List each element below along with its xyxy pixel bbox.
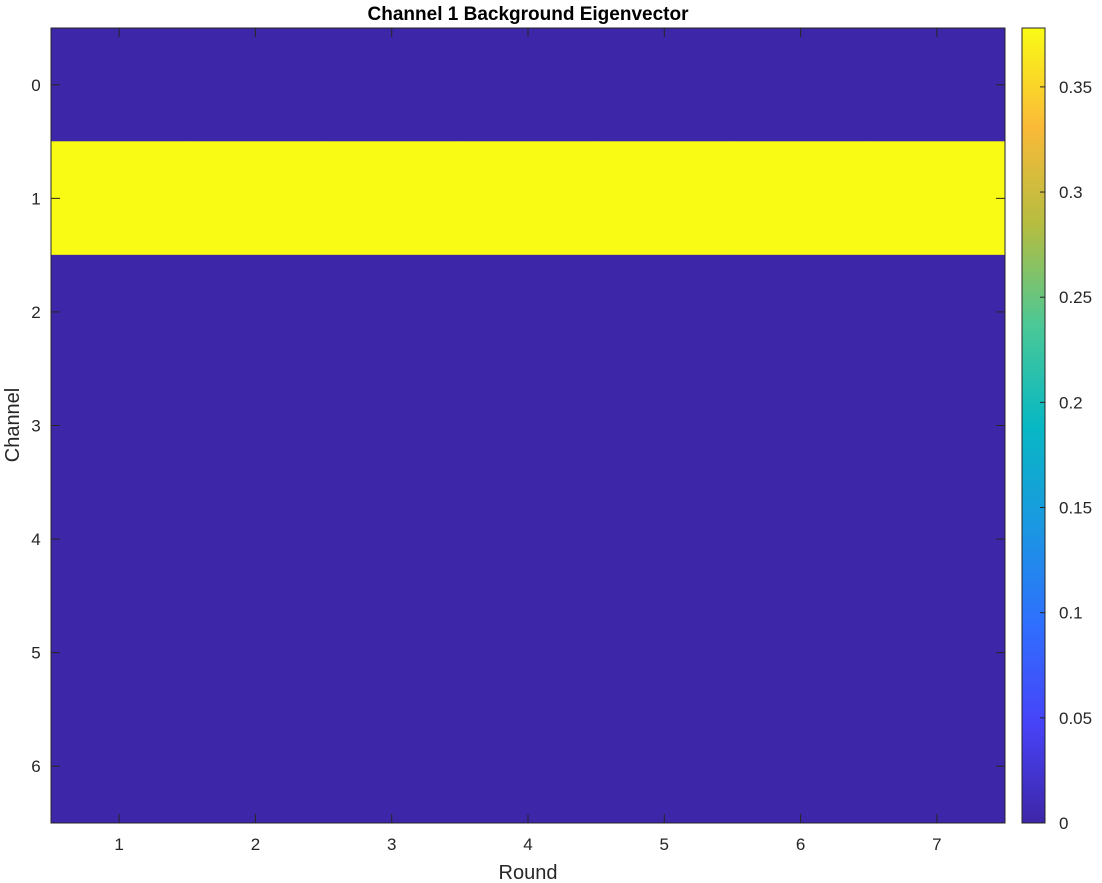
heatmap-cell <box>186 595 324 710</box>
heatmap-cell <box>868 709 1006 824</box>
y-tick-label: 6 <box>31 757 40 776</box>
heatmap-cell <box>50 254 188 370</box>
heatmap-cell <box>323 368 461 483</box>
heatmap-cell <box>323 27 461 142</box>
heatmap-cell <box>732 141 870 256</box>
colorbar-tick-label: 0.2 <box>1059 393 1083 412</box>
heatmap-cell <box>50 368 188 483</box>
heatmap-cell <box>732 27 870 142</box>
heatmap-cell <box>868 254 1006 370</box>
x-tick-label: 7 <box>932 835 941 854</box>
colorbar-tick-label: 0.3 <box>1059 183 1083 202</box>
y-tick-label: 4 <box>31 530 40 549</box>
heatmap-cell <box>595 709 733 824</box>
heatmap-cell <box>732 709 870 824</box>
heatmap-cell <box>50 27 188 142</box>
heatmap-cell <box>595 254 733 370</box>
heatmap-cell <box>732 595 870 710</box>
y-axis-ticks: 0 1 2 3 4 5 6 <box>31 76 1005 776</box>
x-tick-label: 5 <box>660 835 669 854</box>
heatmap-cells <box>50 27 1006 824</box>
heatmap-cell <box>323 141 461 256</box>
y-tick-label: 2 <box>31 303 40 322</box>
heatmap-cell <box>186 141 324 256</box>
x-tick-label: 6 <box>796 835 805 854</box>
heatmap-cell <box>50 595 188 710</box>
colorbar-tick-label: 0.1 <box>1059 604 1083 623</box>
heatmap-cell <box>50 709 188 824</box>
x-tick-label: 2 <box>251 835 260 854</box>
heatmap-cell <box>868 481 1006 597</box>
heatmap-cell <box>595 481 733 597</box>
heatmap-cell <box>459 709 597 824</box>
heatmap-cell <box>868 595 1006 710</box>
heatmap-cell <box>459 141 597 256</box>
heatmap-cell <box>459 481 597 597</box>
heatmap-cell <box>732 368 870 483</box>
colorbar-tick-label: 0 <box>1059 814 1068 833</box>
heatmap-cell <box>595 141 733 256</box>
heatmap-cell <box>459 368 597 483</box>
y-axis-label: Channel <box>2 388 24 463</box>
x-tick-label: 4 <box>523 835 532 854</box>
heatmap-cell <box>732 254 870 370</box>
colorbar <box>1022 28 1045 823</box>
x-tick-label: 3 <box>387 835 396 854</box>
x-tick-label: 1 <box>114 835 123 854</box>
heatmap-cell <box>50 141 188 256</box>
y-tick-label: 3 <box>31 417 40 436</box>
heatmap-cell <box>459 595 597 710</box>
heatmap-cell <box>323 709 461 824</box>
colorbar-tick-label: 0.15 <box>1059 499 1092 518</box>
y-tick-label: 1 <box>31 189 40 208</box>
heatmap-cell <box>186 709 324 824</box>
y-tick-label: 0 <box>31 76 40 95</box>
heatmap-cell <box>868 141 1006 256</box>
heatmap-cell <box>459 27 597 142</box>
heatmap-cell <box>186 27 324 142</box>
colorbar-frame <box>1021 27 1046 824</box>
heatmap-cell <box>459 254 597 370</box>
chart-title: Channel 1 Background Eigenvector <box>368 4 690 25</box>
heatmap-cell <box>868 368 1006 483</box>
colorbar-tick-label: 0.35 <box>1059 78 1092 97</box>
heatmap-cell <box>323 481 461 597</box>
colorbar-tick-label: 0.25 <box>1059 288 1092 307</box>
heatmap-cell <box>186 481 324 597</box>
x-axis-label: Round <box>499 862 558 883</box>
heatmap-cell <box>732 481 870 597</box>
heatmap-cell <box>186 254 324 370</box>
heatmap-cell <box>323 254 461 370</box>
heatmap-cell <box>868 27 1006 142</box>
colorbar-ticks: 0 0.05 0.1 0.15 0.2 0.25 0.3 0.35 <box>1040 78 1092 833</box>
heatmap-cell <box>50 481 188 597</box>
colorbar-tick-label: 0.05 <box>1059 709 1092 728</box>
heatmap-cell <box>186 368 324 483</box>
heatmap-cell <box>595 368 733 483</box>
y-tick-label: 5 <box>31 644 40 663</box>
x-axis-ticks: 1 2 3 4 5 6 7 <box>114 28 942 854</box>
heatmap-cell <box>595 595 733 710</box>
heatmap-cell <box>323 595 461 710</box>
heatmap-cell <box>595 27 733 142</box>
